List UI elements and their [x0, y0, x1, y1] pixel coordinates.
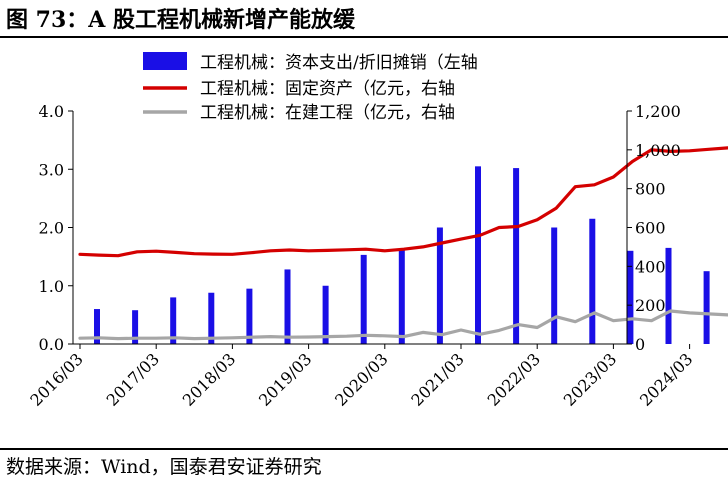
bar-capex-ratio [360, 254, 367, 344]
bar-capex-ratio [94, 309, 100, 344]
bar-capex-ratio [322, 285, 329, 344]
x-tick-label: 2019/03 [255, 349, 315, 409]
bar-capex-ratio [513, 168, 520, 344]
x-tick-label: 2022/03 [484, 349, 544, 409]
bar-capex-ratio [665, 247, 672, 344]
legend-label-fixed-assets: 工程机械：固定资产（亿元，右轴 [200, 79, 455, 99]
left-tick-label: 3.0 [39, 160, 64, 179]
x-tick-label: 2024/03 [636, 349, 696, 409]
x-tick-label: 2021/03 [407, 349, 467, 409]
line-fixed-assets [78, 146, 728, 258]
bar-capex-ratio [246, 288, 253, 344]
right-tick-label: 400 [635, 257, 666, 276]
right-tick-label: 1,000 [635, 141, 681, 160]
bar-capex-ratio [589, 218, 596, 344]
chart-title: 图 73：A 股工程机械新增产能放缓 [6, 7, 356, 33]
right-tick-label: 600 [635, 219, 666, 238]
bar-capex-ratio [475, 166, 481, 344]
left-tick-label: 0.0 [39, 335, 64, 354]
bar-capex-ratio [551, 227, 558, 344]
legend-swatch-bar [143, 52, 187, 70]
x-tick-label: 2023/03 [560, 349, 620, 409]
left-tick-label: 1.0 [39, 277, 64, 296]
bar-capex-ratio [170, 297, 177, 344]
line-construction-in-progress [78, 309, 728, 341]
legend-label-capex: 工程机械：资本支出/折旧摊销（左轴 [200, 53, 478, 73]
bar-capex-ratio [436, 227, 443, 344]
bar-capex-ratio [208, 292, 215, 344]
x-tick-label: 2016/03 [26, 349, 86, 409]
x-tick-label: 2018/03 [179, 349, 239, 409]
source-rule [0, 448, 728, 450]
x-tick-label: 2020/03 [331, 349, 391, 409]
title-rule [0, 36, 728, 38]
x-tick-label: 2017/03 [103, 349, 163, 409]
bar-capex-ratio [627, 250, 634, 344]
right-tick-label: 800 [635, 180, 666, 199]
bar-capex-ratio [284, 269, 291, 344]
right-tick-label: 200 [635, 296, 666, 315]
bar-capex-ratio [398, 249, 405, 344]
right-tick-label: 1,200 [635, 102, 681, 121]
legend-label-cip: 工程机械：在建工程（亿元，右轴 [200, 103, 455, 123]
source-note: 数据来源：Wind，国泰君安证券研究 [6, 456, 322, 478]
left-tick-label: 2.0 [39, 219, 64, 238]
right-tick-label: 0 [635, 335, 645, 354]
bar-capex-ratio [132, 310, 139, 344]
bar-capex-ratio [703, 271, 710, 344]
left-tick-label: 4.0 [39, 102, 64, 121]
